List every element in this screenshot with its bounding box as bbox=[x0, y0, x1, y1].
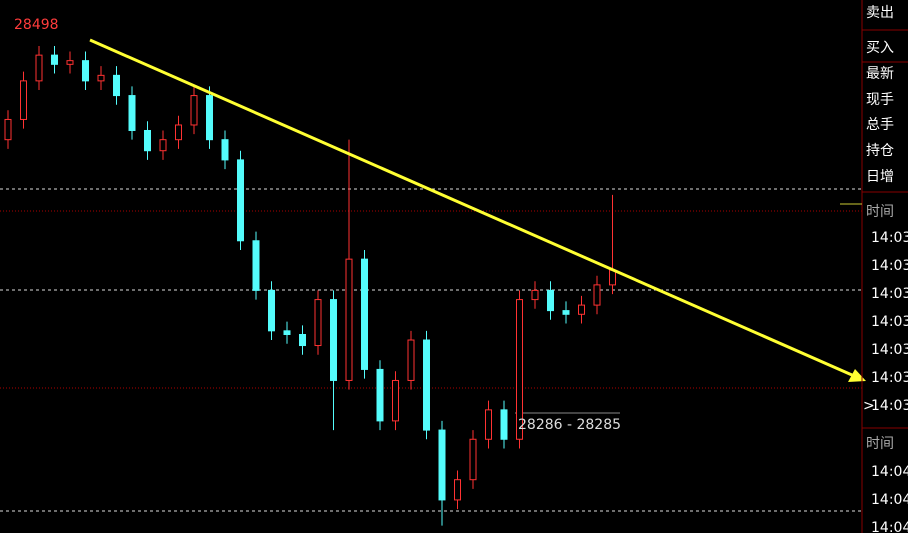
candles bbox=[4, 45, 616, 526]
panel-label: 最新 bbox=[866, 66, 894, 82]
candle-body bbox=[190, 95, 198, 126]
time-value: 14:03 bbox=[871, 230, 908, 246]
time-value: 14:03 bbox=[871, 342, 908, 358]
candle-body bbox=[4, 118, 12, 141]
candle-body bbox=[66, 60, 74, 65]
candle-body bbox=[376, 368, 384, 422]
candle-body bbox=[593, 284, 601, 306]
candle-body bbox=[113, 74, 120, 97]
candle-body bbox=[20, 80, 27, 120]
candle-body bbox=[469, 438, 477, 481]
candle-body bbox=[454, 479, 461, 501]
panel-label: 卖出 bbox=[866, 5, 894, 21]
time-value: 14:03 bbox=[871, 370, 908, 386]
time-value: 14:03 bbox=[871, 258, 908, 274]
time-header: 时间 bbox=[866, 204, 894, 220]
candle-body bbox=[51, 54, 58, 65]
candle-body bbox=[500, 409, 508, 440]
candle-body bbox=[97, 74, 105, 82]
panel-label: 持仓 bbox=[866, 143, 894, 159]
candle-body bbox=[206, 95, 213, 141]
candle-body bbox=[128, 95, 136, 131]
candle-body bbox=[407, 339, 415, 381]
candle-body bbox=[314, 299, 322, 347]
candle-body bbox=[562, 310, 570, 315]
candle-body bbox=[237, 159, 244, 242]
time-value: 14:04 bbox=[871, 464, 908, 480]
candle-body bbox=[330, 299, 337, 381]
candle-body bbox=[531, 289, 539, 301]
time-value: 14:03 bbox=[871, 314, 908, 330]
candle-body bbox=[252, 240, 260, 291]
time-value: 14:03 bbox=[871, 286, 908, 302]
candle-body bbox=[299, 334, 306, 347]
time-value: 14:03 bbox=[871, 398, 908, 414]
candle-body bbox=[438, 429, 446, 501]
time-header: 时间 bbox=[866, 436, 894, 452]
candle-body bbox=[144, 129, 151, 152]
candle-body bbox=[392, 379, 399, 422]
panel-label: 买入 bbox=[866, 40, 894, 56]
panel-label: 日增 bbox=[866, 169, 894, 185]
candle-body bbox=[175, 124, 182, 141]
candle-body bbox=[35, 54, 43, 82]
high-label: 28498 bbox=[14, 17, 59, 33]
candle-body bbox=[82, 60, 89, 82]
candle-body bbox=[547, 289, 554, 312]
candle-body bbox=[268, 289, 275, 332]
range-label: 28286 - 28285 bbox=[518, 417, 621, 433]
row-marker: > bbox=[863, 398, 875, 414]
candle-body bbox=[221, 139, 229, 161]
candle-body bbox=[578, 304, 585, 315]
panel-label: 总手 bbox=[866, 117, 894, 133]
candle-body bbox=[485, 409, 492, 440]
trend-line bbox=[89, 38, 853, 377]
candle-body bbox=[159, 139, 167, 152]
candle-body bbox=[283, 330, 291, 336]
candle-body bbox=[423, 339, 430, 431]
time-value: 14:04 bbox=[871, 492, 908, 508]
panel-label: 现手 bbox=[866, 92, 894, 108]
candle-body bbox=[516, 299, 523, 440]
candle-body bbox=[609, 269, 616, 286]
candle-body bbox=[361, 258, 368, 370]
time-value: 14:04 bbox=[871, 520, 908, 533]
candle-body bbox=[345, 258, 353, 381]
